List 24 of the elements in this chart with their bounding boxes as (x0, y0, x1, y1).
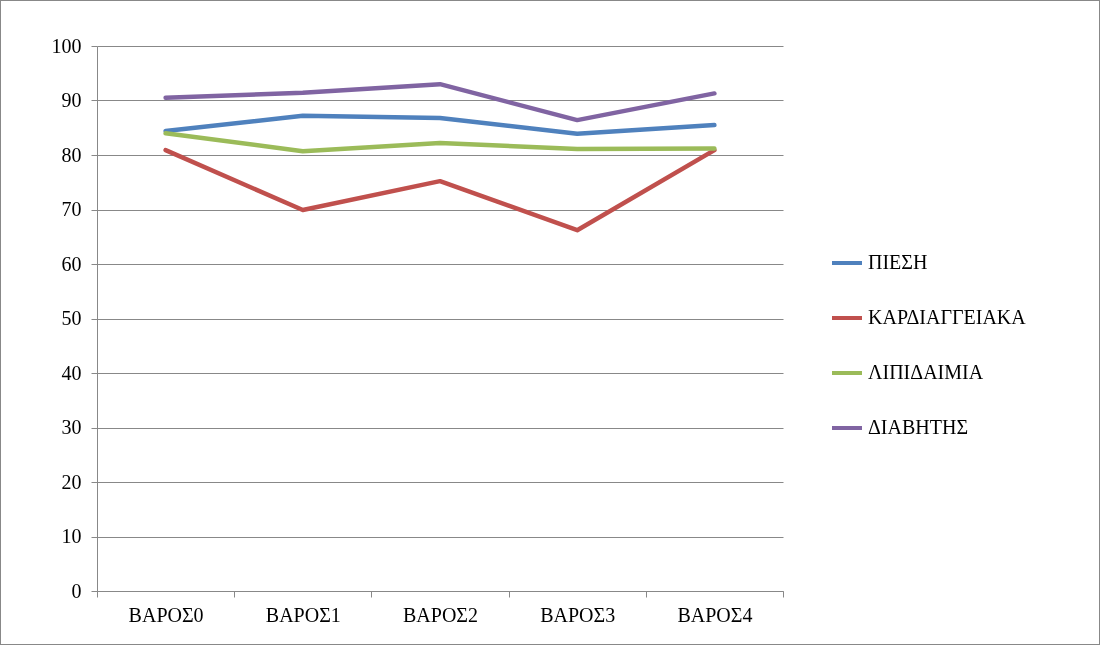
x-tick-label: ΒΑΡΟΣ2 (403, 603, 478, 626)
y-tick-label: 70 (61, 198, 82, 220)
x-tick-label: ΒΑΡΟΣ3 (540, 603, 616, 626)
x-tick-label: ΒΑΡΟΣ4 (677, 603, 753, 626)
y-tick-label: 50 (61, 307, 82, 329)
y-tick-label: 80 (61, 143, 82, 166)
y-tick-label: 60 (61, 252, 82, 275)
y-tick-label: 30 (61, 416, 82, 438)
x-tick-label: ΒΑΡΟΣ0 (128, 603, 204, 626)
line-series (163, 130, 717, 154)
legend-label: ΛΙΠΙΔΑΙΜΙΑ (868, 361, 984, 383)
legend-label: ΔΙΑΒΗΤΗΣ (868, 416, 969, 438)
line-series (163, 113, 717, 136)
y-tick-label: 20 (61, 470, 82, 493)
y-tick-label: 40 (61, 361, 82, 384)
legend-label: ΚΑΡΔΙΑΓΓΕΙΑΚΑ (868, 306, 1027, 328)
y-tick-label: 10 (61, 525, 82, 547)
line-series (163, 81, 717, 123)
x-tick-label: ΒΑΡΟΣ1 (265, 603, 341, 626)
line-series (163, 147, 717, 233)
legend-label: ΠΙΕΣΗ (868, 251, 928, 273)
y-tick-label: 0 (71, 579, 82, 602)
y-tick-label: 90 (61, 89, 82, 111)
y-tick-label: 100 (51, 34, 82, 57)
